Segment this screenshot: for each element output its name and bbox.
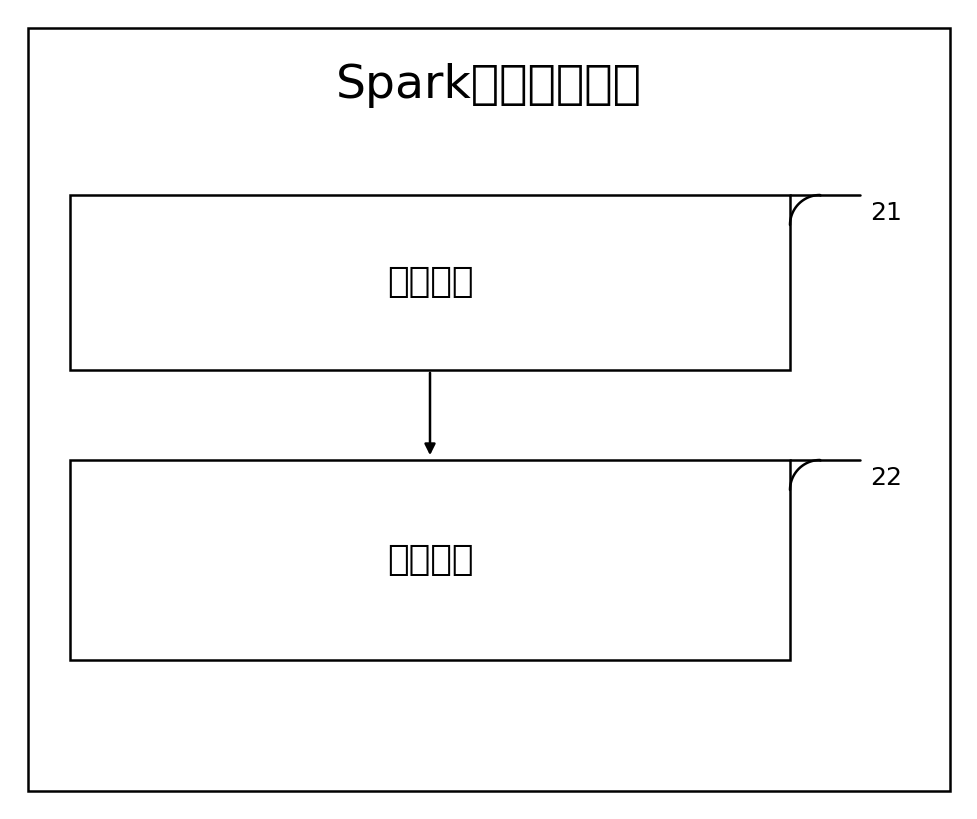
Text: 21: 21 (870, 201, 901, 225)
Text: 读取模块: 读取模块 (386, 265, 473, 300)
Bar (70, 460, 789, 660)
Text: 22: 22 (870, 466, 901, 490)
Text: 处理模块: 处理模块 (386, 543, 473, 577)
Text: Spark任务处理装置: Spark任务处理装置 (336, 62, 641, 107)
Bar (70, 195, 789, 370)
